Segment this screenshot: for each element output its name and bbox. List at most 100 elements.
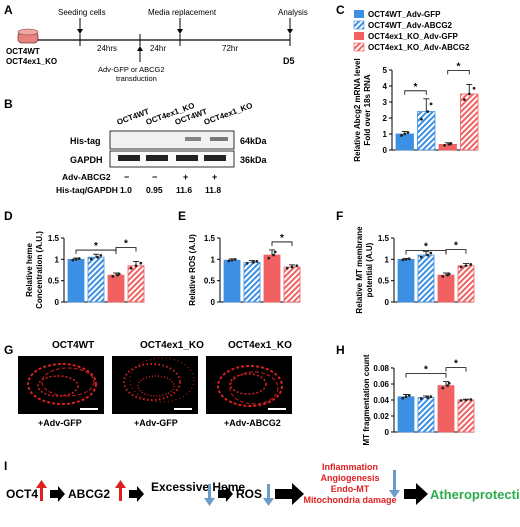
data-point: [404, 395, 408, 399]
y-tick-label: 0: [383, 146, 388, 155]
data-point: [429, 251, 433, 255]
pathway-oct4: OCT4: [6, 487, 38, 501]
data-point: [401, 258, 405, 262]
y-tick-label: 0: [385, 298, 390, 307]
bar: [417, 111, 436, 151]
data-point: [71, 258, 75, 262]
data-point: [295, 264, 299, 268]
y-tick-label: 1: [211, 255, 216, 264]
pathway-heme: Excessive Heme: [151, 480, 245, 494]
data-point: [227, 259, 231, 263]
y-tick-label: 0.04: [373, 396, 389, 405]
significance-star: *: [457, 61, 461, 72]
panel-letter-h: H: [336, 343, 345, 357]
micro-title-1: OCT4WT: [52, 340, 95, 351]
data-point: [403, 132, 407, 136]
right-arrow-icon: [50, 486, 65, 502]
data-point: [469, 263, 473, 266]
data-point: [446, 384, 449, 387]
y-axis-label: MT fragmentation count: [362, 354, 371, 445]
chart-d: 0 0.5 1 1.5 Relative hemeConcentration (A.U.…: [25, 231, 145, 309]
down-arrow-icon: [393, 470, 396, 492]
y-tick-label: 0.5: [378, 277, 390, 286]
bar: [457, 265, 475, 303]
blot-row-gapdh: GAPDH: [70, 155, 103, 165]
bar: [283, 266, 301, 303]
data-point: [252, 260, 256, 264]
western-blot: OCT4WT OCT4ex1_KO OCT4WT OCT4ex1_KO His-…: [56, 101, 268, 195]
data-point: [89, 257, 93, 261]
data-point: [464, 398, 468, 402]
bar: [457, 399, 475, 433]
data-point: [429, 102, 433, 106]
bar: [243, 261, 261, 303]
data-point: [469, 398, 473, 401]
data-point: [74, 257, 78, 261]
data-point: [230, 258, 234, 262]
data-point: [285, 266, 289, 270]
blot-ratio-1: 1.0: [120, 185, 132, 195]
data-point: [404, 257, 408, 261]
timeline-seeding: Seeding cells: [58, 8, 106, 17]
timeline-end: D5: [283, 56, 295, 66]
significance-bracket: [445, 367, 467, 372]
y-tick-label: 4: [383, 82, 388, 91]
timeline-cell2: OCT4ex1_KO: [6, 57, 57, 66]
y-axis-label: Relative Abcg2 mRNA levelFold over 18s R…: [353, 58, 372, 161]
significance-bracket: [447, 70, 470, 75]
bar: [438, 143, 457, 151]
pathway-ros: ROS: [236, 487, 262, 501]
blot-treatment-2: −: [152, 172, 157, 182]
data-point: [429, 395, 433, 399]
timeline-t3: 72hr: [222, 44, 238, 53]
data-point: [459, 399, 463, 402]
data-point: [447, 381, 451, 385]
data-point: [255, 259, 259, 263]
data-point: [99, 254, 103, 257]
chart-f: 0 0.5 1 1.5 Relative MT membranepotential (A…: [355, 226, 475, 314]
data-point: [245, 261, 249, 265]
blot-his-tag: [109, 130, 235, 150]
data-point: [129, 266, 133, 270]
y-tick-label: 1: [383, 130, 388, 139]
data-point: [96, 255, 99, 259]
legend: OCT4WT_Adv-GFP OCT4WT_Adv-ABCG2 OCT4ex1_…: [353, 10, 470, 52]
blot-ratio-label: His-taq/GAPDH: [56, 185, 118, 195]
chart-e: 0 0.5 1 1.5 Relative ROS (A.U) *: [188, 233, 301, 307]
significance-star: *: [454, 241, 458, 252]
y-tick-label: 1: [55, 255, 60, 264]
bar: [397, 396, 415, 433]
right-arrow-icon: [275, 483, 304, 505]
data-point: [443, 143, 446, 147]
panel-letter-i: I: [4, 459, 7, 473]
up-arrow-icon: [119, 485, 122, 501]
data-point: [420, 117, 423, 121]
significance-bracket: [405, 373, 447, 378]
blot-ratio-2: 0.95: [146, 185, 163, 195]
legend-label-1: OCT4WT_Adv-GFP: [368, 10, 441, 19]
y-tick-label: 1: [385, 255, 390, 264]
y-tick-label: 0.06: [373, 380, 389, 389]
legend-label-3: OCT4ex1_KO_Adv-GFP: [368, 32, 458, 41]
panel-letter-a: A: [4, 3, 13, 17]
blot-ratio-4: 11.8: [205, 185, 221, 195]
blot-size-his: 64kDa: [240, 136, 268, 146]
timeline: Seeding cells Media replacement Analysis…: [6, 8, 308, 83]
bar: [395, 133, 414, 151]
panel-letter-c: C: [336, 3, 345, 17]
right-arrow-icon: [404, 483, 428, 505]
bar: [460, 93, 479, 151]
data-point: [463, 98, 466, 102]
data-point: [267, 256, 271, 260]
pathway: OCT4 ABCG2 Excessive Heme ROS Inflammati…: [6, 462, 520, 506]
y-axis-label: Relative hemeConcentration (A.U.): [25, 231, 44, 309]
data-point: [449, 142, 453, 145]
y-tick-label: 0: [211, 298, 216, 307]
legend-label-2: OCT4WT_Adv-ABCG2: [368, 21, 453, 30]
significance-star: *: [94, 241, 98, 252]
y-tick-label: 2: [383, 114, 388, 123]
bar: [417, 254, 435, 303]
timeline-transduction-2: transduction: [116, 74, 157, 83]
